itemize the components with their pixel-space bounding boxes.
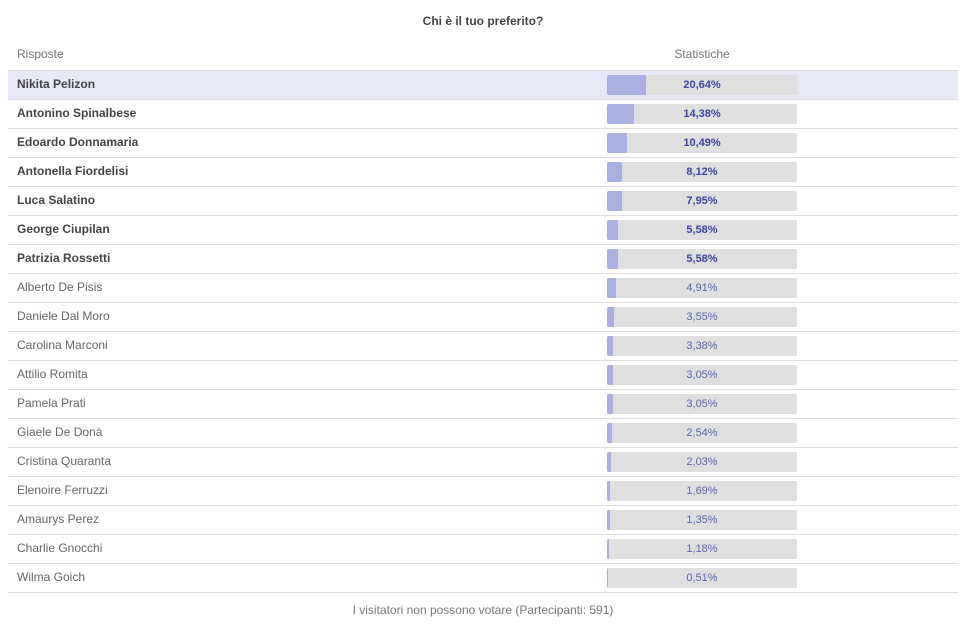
- answer-label: Nikita Pelizon: [17, 77, 96, 91]
- percent-bar: 0,51%: [607, 568, 797, 588]
- answer-label: Pamela Prati: [17, 396, 86, 410]
- percent-value: 3,38%: [686, 340, 718, 352]
- percent-value: 0,51%: [686, 572, 718, 584]
- percent-bar: 2,03%: [607, 452, 797, 472]
- table-row: Edoardo Donnamaria 10,49%: [8, 129, 958, 158]
- percent-bar-fill: [607, 568, 608, 588]
- percent-value: 4,91%: [686, 282, 718, 294]
- answer-label: Elenoire Ferruzzi: [17, 483, 108, 497]
- answer-label: Alberto De Pisis: [17, 280, 103, 294]
- percent-bar-fill: [607, 481, 611, 501]
- answer-label: Cristina Quaranta: [17, 454, 112, 468]
- percent-bar: 4,91%: [607, 278, 797, 298]
- percent-value: 10,49%: [683, 137, 721, 149]
- percent-bar-fill: [607, 278, 617, 298]
- percent-bar-fill: [607, 162, 623, 182]
- table-row: Carolina Marconi 3,38%: [8, 332, 958, 361]
- percent-value: 5,58%: [686, 253, 718, 265]
- table-row: Daniele Dal Moro 3,55%: [8, 303, 958, 332]
- answer-label: George Ciupilan: [17, 222, 110, 236]
- table-row: Patrizia Rossetti 5,58%: [8, 245, 958, 274]
- table-row: Alberto De Pisis 4,91%: [8, 274, 958, 303]
- answer-label: Antonino Spinalbese: [17, 106, 137, 120]
- percent-bar: 3,05%: [607, 394, 797, 414]
- table-row: Charlie Gnocchi 1,18%: [8, 535, 958, 564]
- answer-label: Charlie Gnocchi: [17, 541, 103, 555]
- percent-bar-fill: [607, 365, 613, 385]
- answer-label: Wilma Goich: [17, 570, 86, 584]
- percent-value: 3,55%: [686, 311, 718, 323]
- answer-label: Carolina Marconi: [17, 338, 108, 352]
- header-stats: Statistiche: [674, 47, 730, 61]
- percent-bar: 2,54%: [607, 423, 797, 443]
- percent-value: 1,18%: [686, 543, 718, 555]
- percent-bar: 8,12%: [607, 162, 797, 182]
- percent-bar: 5,58%: [607, 220, 797, 240]
- percent-value: 20,64%: [683, 79, 721, 91]
- percent-bar-fill: [607, 452, 611, 472]
- percent-bar-fill: [607, 133, 627, 153]
- percent-bar: 5,58%: [607, 249, 797, 269]
- percent-bar: 14,38%: [607, 104, 797, 124]
- percent-bar-fill: [607, 423, 612, 443]
- percent-value: 7,95%: [686, 195, 718, 207]
- percent-bar: 7,95%: [607, 191, 797, 211]
- percent-bar-fill: [607, 220, 618, 240]
- table-row: Elenoire Ferruzzi 1,69%: [8, 477, 958, 506]
- percent-bar-fill: [607, 510, 610, 530]
- percent-value: 3,05%: [686, 369, 718, 381]
- percent-bar: 3,55%: [607, 307, 797, 327]
- percent-value: 2,54%: [686, 427, 718, 439]
- table-row: Antonino Spinalbese 14,38%: [8, 100, 958, 129]
- table-row: Luca Salatino 7,95%: [8, 187, 958, 216]
- percent-bar-fill: [607, 394, 613, 414]
- percent-bar-fill: [607, 249, 618, 269]
- poll-widget: Chi è il tuo preferito? Risposte Statist…: [8, 0, 958, 633]
- percent-value: 5,58%: [686, 224, 718, 236]
- answer-label: Edoardo Donnamaria: [17, 135, 139, 149]
- percent-bar: 20,64%: [607, 75, 797, 95]
- table-row: Nikita Pelizon 20,64%: [8, 71, 958, 100]
- answer-label: Daniele Dal Moro: [17, 309, 110, 323]
- percent-bar-fill: [607, 104, 635, 124]
- header-answers: Risposte: [17, 47, 64, 61]
- poll-header-row: Risposte Statistiche: [8, 46, 958, 66]
- percent-bar-fill: [607, 307, 614, 327]
- percent-value: 3,05%: [686, 398, 718, 410]
- percent-value: 8,12%: [686, 166, 718, 178]
- table-row: Amaurys Perez 1,35%: [8, 506, 958, 535]
- answer-label: Luca Salatino: [17, 193, 96, 207]
- percent-bar: 3,05%: [607, 365, 797, 385]
- table-row: Antonella Fiordelisi 8,12%: [8, 158, 958, 187]
- percent-value: 14,38%: [683, 108, 721, 120]
- percent-bar-fill: [607, 539, 610, 559]
- table-row: Wilma Goich 0,51%: [8, 564, 958, 593]
- answer-label: Amaurys Perez: [17, 512, 100, 526]
- percent-value: 2,03%: [686, 456, 718, 468]
- percent-value: 1,35%: [686, 514, 718, 526]
- answer-label: Patrizia Rossetti: [17, 251, 111, 265]
- table-row: Cristina Quaranta 2,03%: [8, 448, 958, 477]
- percent-bar-fill: [607, 75, 647, 95]
- table-row: Attilio Romita 3,05%: [8, 361, 958, 390]
- poll-footer: I visitatori non possono votare (Parteci…: [352, 603, 614, 617]
- table-row: George Ciupilan 5,58%: [8, 216, 958, 245]
- percent-bar: 1,18%: [607, 539, 797, 559]
- percent-bar: 1,35%: [607, 510, 797, 530]
- answer-label: Antonella Fiordelisi: [17, 164, 129, 178]
- percent-bar: 10,49%: [607, 133, 797, 153]
- answers-list: Nikita Pelizon 20,64% Antonino Spinalbese 1…: [8, 70, 958, 593]
- answer-label: Attilio Romita: [17, 367, 88, 381]
- table-row: Pamela Prati 3,05%: [8, 390, 958, 419]
- poll-title: Chi è il tuo preferito?: [422, 14, 544, 28]
- percent-bar-fill: [607, 191, 623, 211]
- percent-value: 1,69%: [686, 485, 718, 497]
- percent-bar: 3,38%: [607, 336, 797, 356]
- percent-bar: 1,69%: [607, 481, 797, 501]
- percent-bar-fill: [607, 336, 614, 356]
- table-row: Giaele De Donà 2,54%: [8, 419, 958, 448]
- answer-label: Giaele De Donà: [17, 425, 103, 439]
